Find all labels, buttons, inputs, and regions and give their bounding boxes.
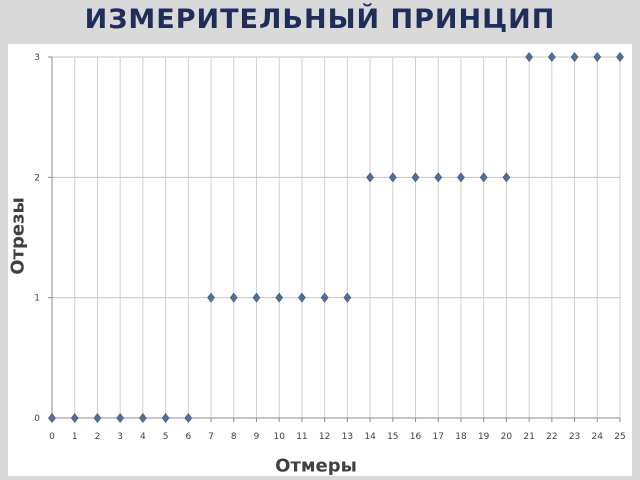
x-tick-label: 0 [49, 432, 55, 442]
data-point [298, 292, 306, 303]
x-tick-label: 3 [117, 432, 123, 442]
x-tick-label: 16 [410, 432, 422, 442]
tick-labels: 0 1 2 3 4 5 6 7 8 9 10 11 12 13 14 15 16 17 18 19 20 21 22 23 24… [34, 53, 625, 442]
x-tick-label: 22 [546, 432, 557, 442]
y-tick-label: 1 [34, 294, 40, 304]
slide-title: ИЗМЕРИТЕЛЬНЫЙ ПРИНЦИП [84, 4, 556, 35]
data-point [547, 52, 556, 62]
x-tick-label: 15 [387, 432, 398, 442]
data-point [388, 172, 397, 183]
data-point [93, 413, 102, 423]
x-tick-label: 25 [614, 432, 625, 442]
x-tick-label: 8 [231, 432, 237, 442]
data-points [48, 52, 624, 423]
data-point [161, 413, 170, 423]
y-tick-label: 2 [34, 173, 40, 183]
x-tick-label: 17 [433, 432, 444, 442]
data-point [593, 52, 602, 62]
x-tick-label: 21 [523, 432, 534, 442]
data-point [48, 413, 56, 423]
x-tick-label: 5 [163, 432, 169, 442]
data-point [525, 52, 534, 62]
grid-lines [51, 56, 621, 419]
data-point [502, 172, 511, 183]
x-tick-label: 13 [342, 432, 353, 442]
x-tick-label: 7 [208, 432, 214, 442]
data-point [616, 52, 624, 62]
data-point [457, 172, 465, 183]
y-tick-label: 0 [34, 414, 40, 424]
x-tick-label: 1 [72, 432, 78, 442]
data-point [275, 292, 284, 303]
x-tick-label: 10 [273, 432, 285, 442]
x-tick-label: 24 [592, 432, 604, 442]
data-point [570, 52, 579, 62]
y-tick-label: 3 [34, 53, 40, 63]
data-point [184, 413, 193, 423]
x-tick-label: 14 [364, 432, 376, 442]
x-axis-label: Отмеры [275, 455, 357, 477]
data-point [366, 172, 374, 183]
data-point [479, 172, 488, 183]
data-point [411, 172, 420, 183]
x-tick-label: 2 [95, 432, 101, 442]
data-point [434, 172, 443, 183]
x-tick-label: 4 [140, 432, 146, 442]
x-tick-label: 11 [296, 432, 307, 442]
data-point [252, 292, 261, 303]
chart-panel [8, 44, 632, 476]
y-axis-label: Отрезы [7, 197, 29, 275]
x-tick-label: 6 [185, 432, 191, 442]
x-tick-label: 12 [319, 432, 330, 442]
x-tick-label: 19 [478, 432, 490, 442]
data-point [320, 292, 329, 303]
data-point [116, 413, 125, 423]
data-point [229, 292, 238, 303]
data-point [207, 292, 215, 303]
data-point [70, 413, 79, 423]
x-tick-label: 9 [254, 432, 260, 442]
data-point [138, 413, 147, 423]
x-tick-label: 18 [455, 432, 467, 442]
data-point [343, 292, 352, 303]
x-tick-label: 23 [569, 432, 580, 442]
axes [48, 56, 621, 422]
x-tick-label: 20 [501, 432, 513, 442]
